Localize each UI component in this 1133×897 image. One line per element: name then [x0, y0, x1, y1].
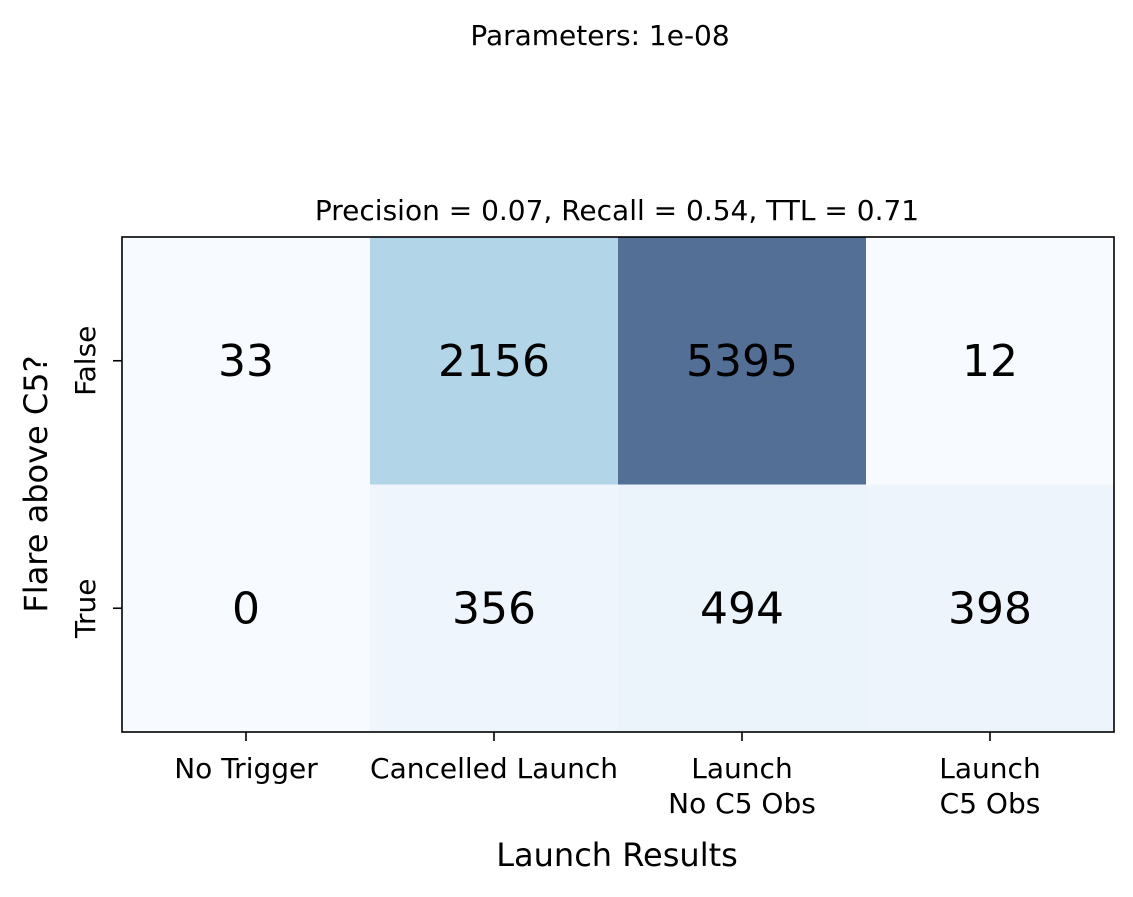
y-axis-label: Flare above C5?	[17, 355, 55, 612]
cell-value-label: 494	[700, 583, 784, 634]
y-tick-label: False	[69, 326, 102, 396]
heatmap-cell	[122, 237, 371, 485]
heatmap-cells	[122, 237, 1115, 733]
x-tick-label: C5 Obs	[940, 787, 1041, 820]
y-axis-ticks: False True	[69, 326, 122, 639]
cell-value-label: 5395	[686, 336, 798, 387]
x-tick-label: Cancelled Launch	[370, 752, 618, 785]
x-tick-label: No C5 Obs	[668, 787, 816, 820]
x-tick-label: Launch	[939, 752, 1040, 785]
x-tick-label: Launch	[691, 752, 792, 785]
x-axis-label: Launch Results	[496, 836, 738, 874]
heatmap-cell	[866, 484, 1115, 733]
heatmap-cell	[618, 237, 867, 485]
heatmap-cell	[122, 484, 371, 733]
cell-value-label: 356	[452, 583, 536, 634]
plot-frame	[121, 236, 1115, 733]
cell-value-label: 398	[948, 583, 1032, 634]
cell-value-label: 12	[962, 336, 1018, 387]
heatmap-cell	[370, 484, 619, 733]
heatmap-cell	[370, 237, 619, 485]
chart-title: Precision = 0.07, Recall = 0.54, TTL = 0…	[315, 194, 919, 227]
chart-suptitle: Parameters: 1e-08	[470, 19, 729, 52]
cell-value-label: 33	[218, 336, 274, 387]
heatmap-cell	[866, 237, 1115, 485]
cell-value-label: 2156	[438, 336, 550, 387]
y-tick-label: True	[69, 579, 102, 639]
x-tick-label: No Trigger	[174, 752, 318, 785]
heatmap-cell	[618, 484, 867, 733]
cell-value-label: 0	[232, 583, 260, 634]
cell-value-labels: 33 2156 5395 12 0 356 494 398	[218, 336, 1032, 635]
